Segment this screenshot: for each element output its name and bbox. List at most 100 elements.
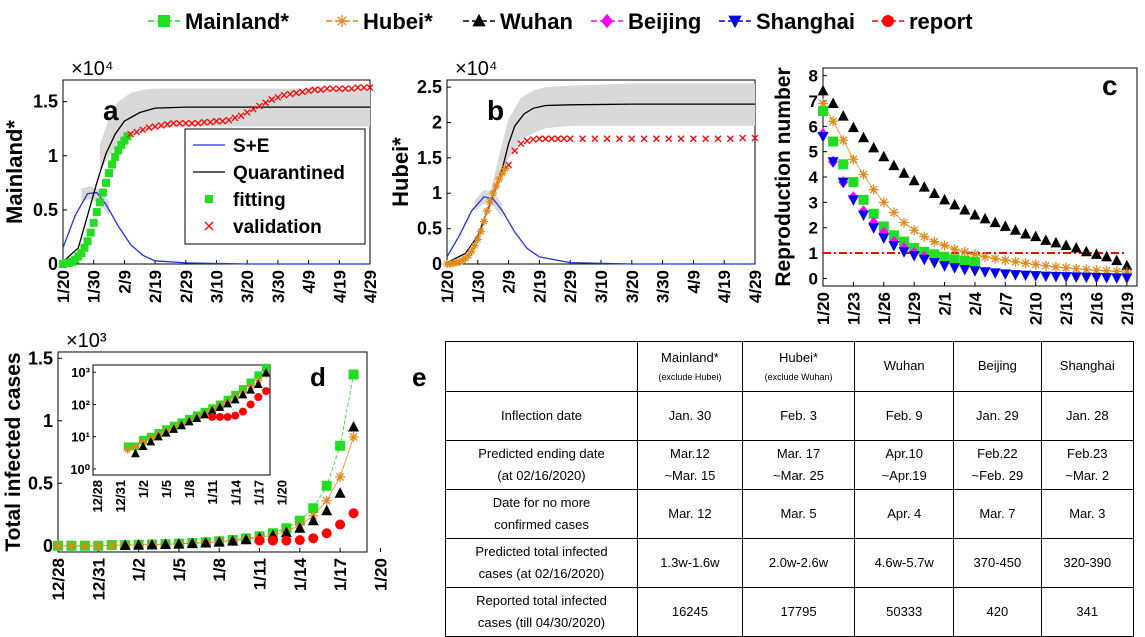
inset-point-report — [208, 412, 217, 421]
cell-line: Feb.23 — [1067, 445, 1108, 461]
table-cell: 341 — [1040, 587, 1135, 637]
point-mainland — [348, 369, 359, 380]
x-tick-label: 3/20 — [238, 270, 257, 303]
inset-point-report — [262, 387, 270, 396]
point-wuhan — [1020, 228, 1032, 239]
point-hubei — [969, 249, 980, 260]
table-cell: 4.6w-5.7w — [854, 538, 955, 588]
point-shanghai — [898, 247, 910, 258]
point-shanghai — [1090, 272, 1102, 284]
fitting-point — [467, 247, 476, 256]
cell-line: ~Feb. 29 — [971, 468, 1024, 483]
point-hubei — [919, 231, 930, 242]
inset-point-report — [254, 393, 263, 402]
x-tick-label: 12/31 — [89, 558, 108, 601]
series-line-se — [62, 191, 370, 265]
validation-point — [262, 99, 270, 107]
y-tick-label: 1.5 — [33, 92, 58, 112]
point-wuhan — [186, 537, 198, 549]
validation-point — [305, 87, 313, 95]
table-cell: Feb. 3 — [741, 391, 856, 441]
axis-exponent: ×10⁴ — [455, 58, 498, 80]
point-hubei — [828, 116, 839, 127]
y-axis-label: Hubei* — [388, 137, 413, 207]
validation-point — [237, 112, 245, 120]
validation-point — [702, 135, 710, 143]
table-cell: Feb.23 ~Mar. 2 — [1040, 440, 1135, 490]
fitting-point — [92, 208, 101, 217]
point-shanghai — [1040, 271, 1052, 283]
y-tick-label: 1 — [48, 146, 58, 166]
point-hubei — [1000, 255, 1011, 266]
column-name: Mainland* — [661, 349, 719, 365]
quarantined-ci-band — [490, 83, 755, 208]
inset-point-wuhan — [215, 402, 225, 411]
inset-point-wuhan — [192, 413, 202, 423]
validation-point — [323, 85, 331, 93]
validation-point — [292, 89, 300, 97]
panel-d-chart: 00.511.512/28 12/31 1/2 1/5 1/8 1/11 1/14 1/17 1… — [2, 330, 390, 601]
x-tick-label: 3/20 — [623, 270, 642, 303]
point-hubei — [888, 207, 899, 218]
fitting-point — [117, 140, 126, 149]
inset-y-tick-label: 10¹ — [71, 430, 90, 445]
x-tick-label: 2/7 — [996, 292, 1015, 316]
point-hubei — [899, 217, 910, 228]
point-mainland — [899, 236, 910, 247]
x-tick-label: 1/30 — [469, 270, 488, 303]
x-tick-label: 2/19 — [530, 270, 549, 303]
y-tick-label: 2 — [809, 219, 818, 238]
inset-point-hubei — [123, 445, 132, 454]
point-shanghai — [827, 157, 839, 168]
table-cell: Apr.10 ~Apr.19 — [854, 440, 955, 490]
inset-y-tick-label: 10³ — [71, 365, 90, 380]
inset-point-report — [238, 407, 247, 416]
legend-label-4: Shanghai — [756, 9, 855, 34]
inset-x-tick-label: 12/31 — [113, 480, 128, 513]
x-tick-label: 1/20 — [54, 270, 73, 303]
point-hubei — [1040, 260, 1051, 271]
inner-legend-marker-2 — [205, 195, 213, 203]
x-tick-label: 4/29 — [746, 270, 765, 303]
point-hubei — [909, 225, 920, 236]
legend-label-3: Beijing — [628, 9, 701, 34]
fitting-point — [95, 198, 104, 207]
cell-line: 320-390 — [1063, 554, 1112, 570]
table-column-header: Beijing — [953, 341, 1042, 392]
table-cell: Feb. 9 — [854, 391, 955, 441]
legend-marker-2 — [472, 13, 486, 27]
table-row: Predicted ending date (at 02/16/2020) Mar.… — [445, 440, 1135, 490]
validation-point — [231, 114, 239, 122]
point-wuhan — [837, 110, 849, 121]
validation-point — [640, 135, 648, 143]
point-wuhan — [1070, 241, 1082, 253]
row-label: Inflection date — [445, 391, 638, 441]
point-mainland — [335, 440, 346, 451]
y-tick-label: 0 — [48, 254, 58, 274]
validation-point — [341, 85, 349, 93]
point-wuhan — [1009, 224, 1021, 235]
point-shanghai — [939, 261, 951, 272]
point-wuhan — [939, 193, 951, 205]
validation-point — [170, 119, 177, 127]
validation-point — [628, 135, 636, 143]
y-tick-label: 0.5 — [28, 473, 53, 493]
column-name: Wuhan — [883, 358, 925, 374]
x-tick-label: 1/20 — [371, 558, 390, 591]
figure: Mainland* Hubei* Wuhan Beijing Shanghai repor… — [2, 9, 1138, 601]
inset-x-tick-label: 1/14 — [228, 479, 243, 505]
panel-label-e: e — [412, 362, 426, 392]
validation-point — [535, 135, 543, 143]
x-tick-label: 1/14 — [291, 557, 310, 591]
validation-point — [529, 135, 537, 143]
x-tick-label: 2/29 — [177, 270, 196, 303]
point-hubei — [1101, 265, 1112, 276]
validation-point — [133, 128, 141, 136]
point-shanghai — [969, 266, 981, 277]
point-wuhan — [213, 536, 225, 547]
point-mainland — [838, 159, 849, 170]
inset-point-wuhan — [230, 394, 240, 404]
validation-point — [299, 88, 306, 96]
point-wuhan — [959, 203, 971, 215]
validation-point — [286, 90, 294, 98]
